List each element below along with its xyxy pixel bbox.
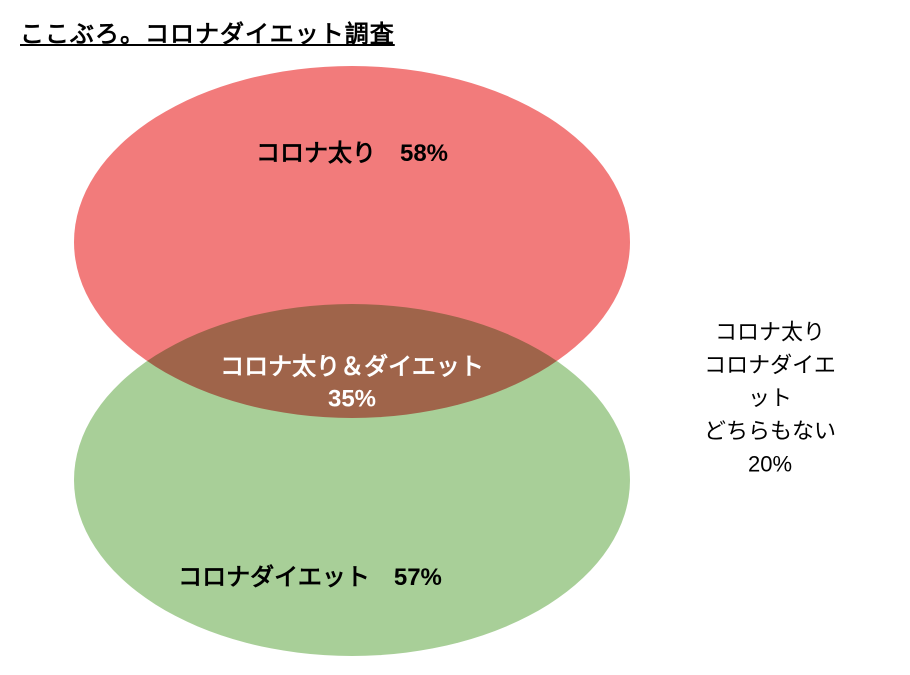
- venn-label-overlap: コロナ太り＆ダイエット 35%: [220, 352, 484, 417]
- venn-label-top: コロナ太り 58%: [256, 138, 448, 170]
- venn-diagram-canvas: ここぶろ。コロナダイエット調査 コロナ太り 58% コロナ太り＆ダイエット 35…: [0, 0, 910, 675]
- page-title: ここぶろ。コロナダイエット調査: [20, 14, 395, 49]
- venn-label-outside: コロナ太り コロナダイエット どちらもない 20%: [700, 316, 840, 481]
- venn-label-bottom: コロナダイエット 57%: [178, 562, 442, 594]
